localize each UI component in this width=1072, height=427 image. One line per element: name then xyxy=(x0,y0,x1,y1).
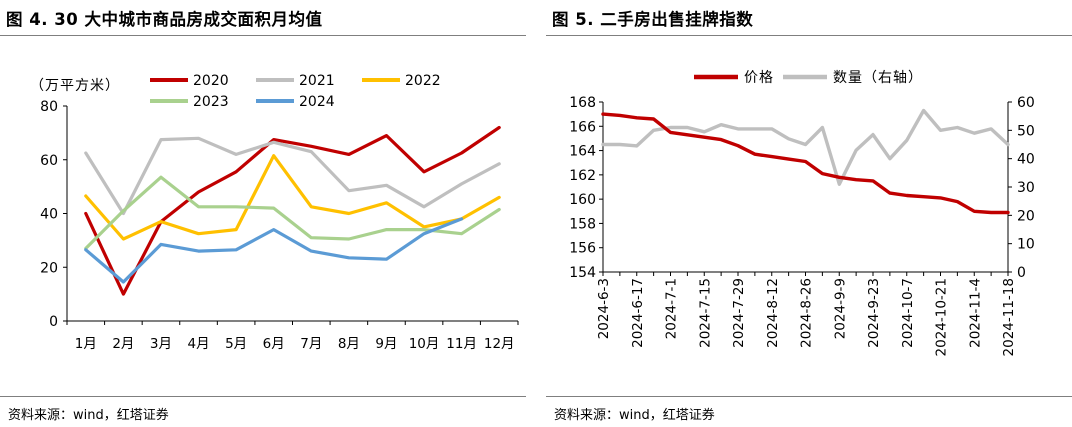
x-tick-label: 2024-11-18 xyxy=(1001,278,1017,356)
x-tick-label: 2024-10-7 xyxy=(900,278,916,348)
figure-5-top-rule xyxy=(546,35,1072,36)
figure-4-title: 图 4. 30 大中城市商品房成交面积月均值 xyxy=(6,10,323,29)
left-y-tick-label: 166 xyxy=(569,119,596,135)
figure-4-panel: 图 4. 30 大中城市商品房成交面积月均值 0 20 40 60 80 1月 2月 3月 4月… xyxy=(0,0,526,427)
figure-4-chart: 0 20 40 60 80 1月 2月 3月 4月 5月 6月 7月 8月 9月 10月 11月 12月 （万平方… xyxy=(30,73,519,352)
y-tick-label: 20 xyxy=(40,260,58,276)
x-tick-label: 12月 xyxy=(484,336,515,352)
x-tick-label: 2024-11-4 xyxy=(967,278,983,348)
x-tick-label: 3月 xyxy=(150,336,172,352)
x-tick-label: 8月 xyxy=(338,336,360,352)
legend-label-volume: 数量（右轴） xyxy=(833,70,923,86)
right-y-tick-label: 60 xyxy=(1017,95,1035,111)
left-y-tick-label: 154 xyxy=(569,265,596,281)
y-tick-label: 80 xyxy=(40,99,58,115)
right-y-tick-label: 30 xyxy=(1017,180,1035,196)
figure-4-top-rule xyxy=(0,35,526,36)
series-line-2022 xyxy=(84,154,501,241)
x-tick-label: 1月 xyxy=(75,336,97,352)
left-y-tick-label: 158 xyxy=(569,216,596,232)
right-y-tick-label: 40 xyxy=(1017,152,1035,168)
figure-5-source: 资料来源：wind，红塔证券 xyxy=(554,408,715,423)
left-y-tick-label: 156 xyxy=(569,241,596,257)
right-y-tick-label: 0 xyxy=(1017,265,1026,281)
figure-5-title: 图 5. 二手房出售挂牌指数 xyxy=(552,10,754,29)
series-line-2020 xyxy=(84,125,501,296)
x-tick-label: 2024-6-17 xyxy=(630,278,646,348)
x-tick-label: 2024-8-12 xyxy=(765,278,781,348)
x-tick-label: 2024-9-23 xyxy=(866,278,882,348)
figure-5-bottom-rule xyxy=(546,396,1072,397)
legend-label-2022: 2022 xyxy=(405,73,441,89)
x-tick-label: 2024-9-9 xyxy=(832,278,848,339)
right-y-tick-label: 20 xyxy=(1017,208,1035,224)
legend-label-2020: 2020 xyxy=(193,73,229,89)
y-tick-label: 0 xyxy=(49,314,58,330)
figure-4-bottom-rule xyxy=(0,396,526,397)
right-y-tick-label: 50 xyxy=(1017,123,1035,139)
figure-5-chart: 154 156 158 160 162 164 166 168 0 10 20 30 40 50 60 202… xyxy=(569,70,1035,356)
x-tick-label: 2月 xyxy=(112,336,134,352)
legend-label-2021: 2021 xyxy=(299,73,335,89)
y-tick-label: 40 xyxy=(40,207,58,223)
y-unit-label: （万平方米） xyxy=(30,78,120,94)
x-tick-label: 7月 xyxy=(300,336,322,352)
x-tick-label: 5月 xyxy=(225,336,247,352)
figure-4-source: 资料来源：wind，红塔证券 xyxy=(8,408,169,423)
series-line-2021 xyxy=(84,136,501,216)
legend-label-2024: 2024 xyxy=(299,94,335,110)
left-y-tick-label: 164 xyxy=(569,144,596,160)
left-y-tick-label: 162 xyxy=(569,168,596,184)
legend-label-2023: 2023 xyxy=(193,94,229,110)
series-line-volume xyxy=(601,108,1010,186)
x-tick-label: 2024-6-3 xyxy=(596,278,612,339)
series-line-2023 xyxy=(84,175,501,250)
x-tick-label: 2024-8-26 xyxy=(799,278,815,348)
left-y-tick-label: 168 xyxy=(569,95,596,111)
right-y-tick-label: 10 xyxy=(1017,237,1035,253)
left-y-tick-label: 160 xyxy=(569,192,596,208)
x-tick-label: 4月 xyxy=(187,336,209,352)
x-tick-label: 2024-10-21 xyxy=(934,278,950,356)
y-tick-label: 60 xyxy=(40,153,58,169)
legend-label-price: 价格 xyxy=(744,70,774,86)
series-line-price xyxy=(601,112,1010,215)
x-tick-label: 10月 xyxy=(409,336,440,352)
x-tick-label: 11月 xyxy=(446,336,477,352)
x-tick-label: 2024-7-29 xyxy=(731,278,747,348)
x-tick-label: 2024-7-15 xyxy=(697,278,713,348)
x-tick-label: 9月 xyxy=(375,336,397,352)
x-tick-label: 2024-7-1 xyxy=(664,278,680,339)
series-line-2024 xyxy=(84,217,464,284)
x-tick-label: 6月 xyxy=(263,336,285,352)
figure-5-panel: 图 5. 二手房出售挂牌指数 154 156 158 160 162 164 166 168 0… xyxy=(546,0,1072,427)
